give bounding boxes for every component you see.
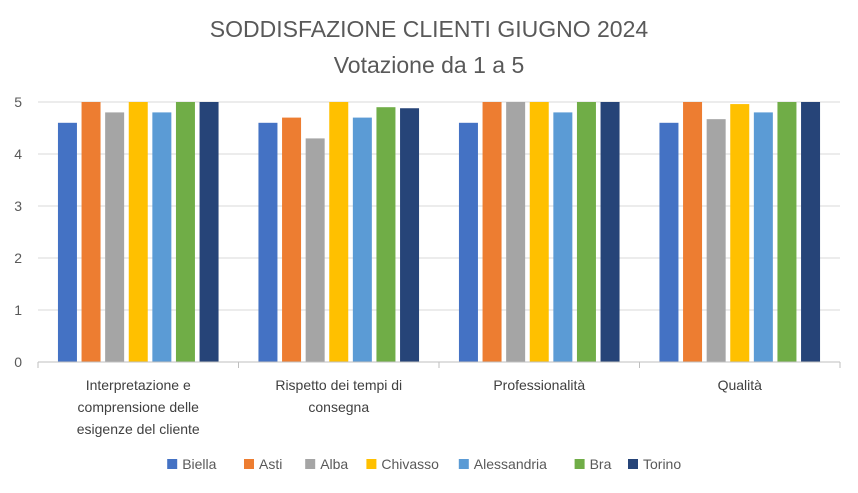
bar-bra <box>777 102 797 362</box>
bar-biella <box>57 122 77 362</box>
legend-swatch-chivasso <box>366 459 377 469</box>
legend-swatch-alessandria <box>458 459 469 469</box>
bar-alessandria <box>152 112 172 363</box>
gridlines <box>38 101 840 311</box>
bar-biella <box>659 122 679 362</box>
bar-torino <box>400 108 420 363</box>
legend-label-alessandria: Alessandria <box>474 456 547 472</box>
bar-chivasso <box>529 102 549 362</box>
legend-label-torino: Torino <box>643 456 681 472</box>
bar-chivasso <box>329 102 349 362</box>
y-tick-label: 4 <box>14 146 22 162</box>
bar-torino <box>600 102 620 362</box>
category-label: Interpretazione e <box>86 377 191 393</box>
x-axis: Interpretazione e comprensione delle esige… <box>37 361 841 437</box>
category-label: Qualità <box>718 377 763 393</box>
bar-biella <box>458 122 478 362</box>
bar-alessandria <box>352 117 372 362</box>
legend-swatch-asti <box>244 459 254 469</box>
category-label: Professionalità <box>493 377 585 393</box>
bar-asti <box>282 117 302 362</box>
bar-alba <box>706 119 726 362</box>
bar-bra <box>376 107 396 362</box>
legend-swatch-bra <box>574 459 585 469</box>
bar-alba <box>305 138 325 362</box>
bar-bra <box>576 102 596 362</box>
category-label: esigenze del cliente <box>77 421 200 437</box>
chart-title: SODDISFAZIONE CLIENTI GIUGNO 2024 <box>210 16 649 42</box>
category-label: comprensione delle <box>78 399 200 415</box>
bar-alba <box>506 102 526 362</box>
legend-label-bra: Bra <box>590 456 612 472</box>
bars <box>57 102 821 363</box>
legend-swatch-biella <box>167 459 178 469</box>
bar-chivasso <box>128 102 148 362</box>
category-label: Rispetto dei tempi di <box>275 377 402 393</box>
y-tick-label: 5 <box>14 94 22 110</box>
bar-chivasso <box>730 104 750 362</box>
chart-subtitle: Votazione da 1 a 5 <box>334 52 525 78</box>
bar-alessandria <box>553 112 573 363</box>
legend-label-asti: Asti <box>259 456 282 472</box>
bar-torino <box>199 102 219 362</box>
category-label: consegna <box>308 399 369 415</box>
bar-asti <box>683 102 703 362</box>
legend-swatch-alba <box>305 459 316 469</box>
bar-torino <box>801 102 821 362</box>
y-tick-label: 1 <box>14 302 22 318</box>
legend: Biella Asti Alba Chivasso Alessandria Bra Tori… <box>167 456 681 472</box>
bar-alba <box>105 112 125 363</box>
bar-bra <box>175 102 195 362</box>
bar-biella <box>258 122 278 362</box>
legend-label-chivasso: Chivasso <box>381 456 439 472</box>
legend-swatch-torino <box>628 459 638 469</box>
bar-asti <box>81 102 101 362</box>
y-axis-ticks: 0 1 2 3 4 5 <box>14 94 22 370</box>
y-tick-label: 2 <box>14 250 22 266</box>
legend-label-biella: Biella <box>182 456 216 472</box>
bar-asti <box>482 102 502 362</box>
legend-label-alba: Alba <box>320 456 348 472</box>
y-tick-label: 0 <box>14 354 22 370</box>
y-tick-label: 3 <box>14 198 22 214</box>
bar-alessandria <box>753 112 773 363</box>
